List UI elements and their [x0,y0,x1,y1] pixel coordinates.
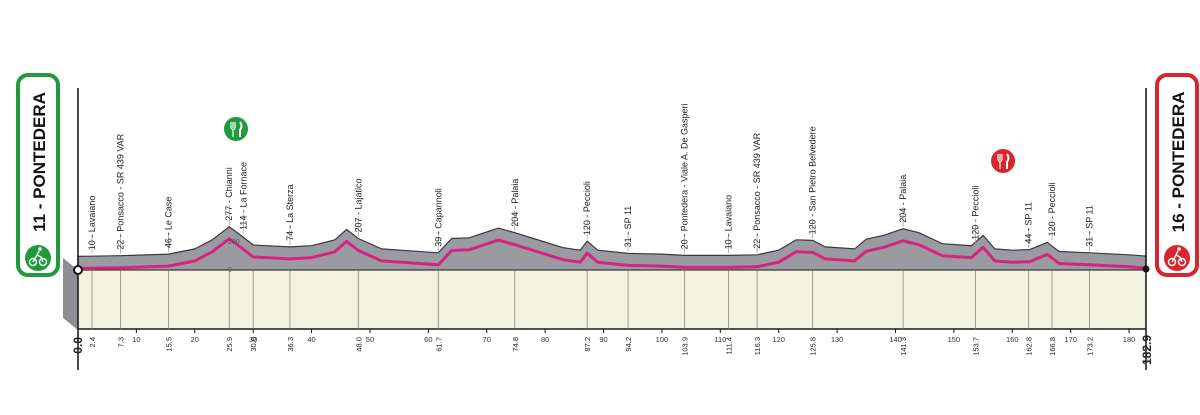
x-tick-label: 160 [1006,335,1019,344]
ground-band [78,268,1146,329]
elevation-area [77,226,1147,271]
x-tick-label: 150 [948,335,961,344]
feed-zone-badge [224,117,248,141]
wheel-back [1167,257,1177,267]
rider [32,250,44,263]
km-marker-label: 162.8 [1025,337,1034,356]
x-tick-label: 20 [191,335,199,344]
place-label: 120 - Peccioli [971,186,981,240]
fork-shape [230,122,236,137]
km-marker-label: 173.2 [1085,337,1094,356]
place-label: 277 - Chianni [224,167,234,221]
rider-head [1177,247,1181,251]
wheel-front [38,257,48,267]
x-tick-label: 60 [424,335,432,344]
knife-shape [239,121,243,137]
km-marker-label: 25.9 [225,337,234,352]
km-marker-label: 141.3 [899,337,908,356]
rider-head [38,247,42,251]
wheel-front [1177,257,1187,267]
x-tick-label: 30 [249,335,257,344]
x-tick-label: 10 [132,335,140,344]
km-marker-label: 125.8 [809,337,818,356]
km-marker-label: 94.2 [624,337,633,352]
km-marker-label: 74.8 [511,337,520,352]
start-town-label: 11 - PONTEDERA [30,92,49,232]
finish-dot [1142,265,1150,273]
place-label: 204 - Palaia [510,179,520,227]
place-label: 10 - Lavaiano [87,196,97,251]
finish-cyclist-circle [1164,245,1190,271]
km-marker-label: 87.2 [583,337,592,352]
x-tick-label: 120 [772,335,785,344]
feed-zone-badge [991,149,1015,173]
x-tick-label: 130 [831,335,844,344]
place-label: 39 - Capannoli [433,188,443,247]
place-label: 10 - Lavaiano [724,195,734,250]
place-label: 20 - Pontedera - Viale A. De Gasperi [680,103,690,249]
km-marker-label: 61.7 [434,337,443,352]
place-label: 31 - SP 11 [1084,205,1094,247]
x-tick-label: 50 [366,335,374,344]
km-marker-label: 111.4 [725,337,734,355]
route-line [77,237,1147,270]
cyclist-icon [1167,247,1187,267]
start-cyclist-circle [25,245,51,271]
start-dot [73,265,83,275]
start-wedge [63,258,78,330]
place-label: 22 - Ponsacco - SR 439 VAR [116,133,126,249]
place-label: 31 - SP 11 [623,206,633,248]
place-label: 120 - San Pietro Belvedere [808,126,818,234]
start-town-badge: 11 - PONTEDERA [16,73,60,277]
km-marker-label: 166.8 [1048,337,1057,356]
feed-zone-circle [991,149,1015,173]
place-label: 120 - Peccioli [1047,182,1057,236]
feed-zone-circle [224,117,248,141]
x-tick-label: 90 [599,335,607,344]
km-marker-label: 48.0 [354,337,363,352]
x-tick-label: 40 [307,335,315,344]
cyclist-icon [28,247,48,267]
elevation-scale-label: 0 [228,267,232,274]
km-marker-label: 30.0 [249,337,258,352]
place-label: 114 - La Fornace [238,162,248,230]
x-tick-label: 110 [714,335,726,344]
km-marker-label: 36.3 [286,337,295,352]
place-label: 74 - La Sterza [285,184,295,241]
place-label: 46 - Le Case [164,197,174,249]
x-tick-label: 170 [1064,335,1077,344]
fork-shape [997,154,1003,169]
x-tick-label: 180 [1123,335,1136,344]
x-tick-label: 70 [483,335,491,344]
place-label: 120 - Peccioli [582,181,592,235]
x-tick-label: 140 [889,335,902,344]
rider [1171,250,1183,263]
start-badge-frame [16,73,60,277]
km-marker-label: 153.7 [972,337,981,356]
place-label: 44 - SP 11 [1024,202,1034,244]
place-label: 22 - Ponsacco - SR 439 VAR [752,132,762,248]
elevation-scale-label: 200 [228,239,240,246]
finish-town-label: 16 - PONTEDERA [1169,92,1188,233]
knife-shape [1006,153,1010,169]
km-marker-label: 103.9 [681,337,690,356]
km-marker-label: 2.4 [88,337,97,347]
x-tick-label: 100 [656,335,669,344]
place-label: 204 - Palaia [898,175,908,223]
wheel-back [28,257,38,267]
finish-town-badge: 16 - PONTEDERA [1155,73,1199,277]
finish-badge-frame [1155,73,1199,277]
km-marker-label: 15.5 [165,337,174,352]
place-label: 207 - Lajatico [353,178,363,232]
km-marker-label: 7.3 [117,337,126,347]
km-marker-label: 116.3 [753,337,762,355]
start-km-label: 0.0 [71,337,85,354]
fork-knife-icon [997,153,1010,169]
fork-knife-icon [230,121,243,137]
x-tick-label: 80 [541,335,549,344]
finish-km-label: 182.9 [1140,335,1154,365]
